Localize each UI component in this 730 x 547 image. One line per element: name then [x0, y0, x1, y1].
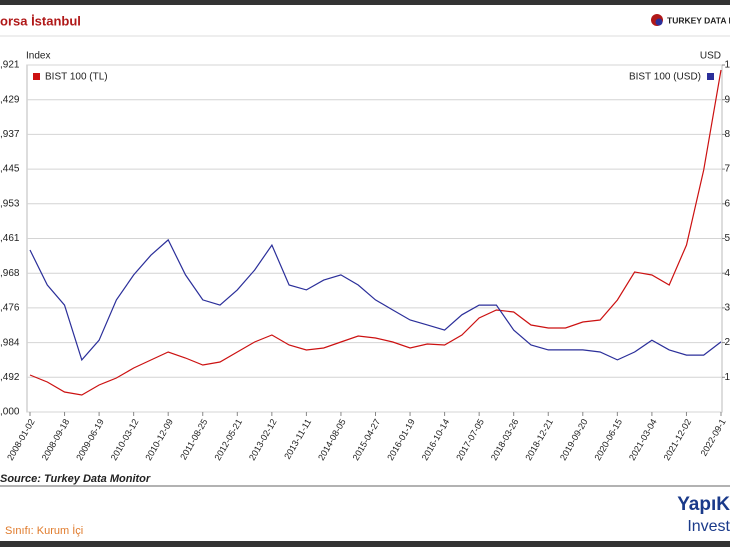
x-tick-label: 2018-12-21 [523, 417, 555, 462]
x-tick-label: 2019-09-20 [558, 417, 590, 462]
y2-tick-label: 2 [724, 337, 730, 348]
y2-tick-label: 4 [724, 268, 730, 279]
y-tick-label: ,429 [0, 94, 20, 105]
y2-tick-label: 7 [724, 164, 730, 175]
x-tick-label: 2018-03-26 [489, 417, 521, 462]
y-axis-label: Index [26, 51, 50, 62]
x-tick-label: 2020-06-15 [592, 417, 624, 462]
y-tick-label: ,953 [0, 198, 20, 209]
x-tick-label: 2013-11-11 [282, 417, 313, 461]
x-tick-label: 2021-03-04 [627, 417, 659, 462]
x-tick-label: 2012-05-21 [212, 417, 244, 462]
legend-label: BIST 100 (USD) [629, 72, 701, 83]
y2-tick-label: 3 [724, 303, 730, 314]
y-tick-label: ,968 [0, 268, 20, 279]
y-tick-label: ,937 [0, 129, 20, 140]
bottom-strip [0, 541, 730, 547]
x-tick-label: 2017-07-05 [454, 417, 486, 462]
y2-tick-label: 5 [724, 233, 730, 244]
x-tick-label: 2022-09-1 [699, 417, 728, 458]
x-tick-label: 2010-03-12 [109, 417, 141, 462]
y2-tick-label: 9 [724, 94, 730, 105]
y2-tick-label: 1 [724, 60, 730, 71]
y-tick-label: ,476 [0, 303, 20, 314]
x-tick-label: 2021-12-02 [662, 417, 694, 462]
x-tick-label: 2011-08-25 [178, 417, 209, 461]
y2-tick-label: 8 [724, 129, 730, 140]
x-tick-label: 2016-01-19 [385, 417, 417, 462]
line-series [29, 69, 722, 396]
y-tick-label: ,000 [0, 407, 20, 418]
x-tick-label: 2016-10-14 [420, 417, 452, 462]
y-tick-label: ,492 [0, 372, 20, 383]
chart-title: orsa İstanbul [0, 13, 81, 28]
x-tick-label: 2013-02-12 [247, 417, 279, 462]
y-tick-label: ,921 [0, 60, 20, 71]
x-tick-label: 2010-12-09 [143, 417, 175, 462]
y2-tick-label: 6 [724, 198, 730, 209]
y2-axis-label: USD [700, 51, 721, 62]
y-tick-label: ,984 [0, 337, 20, 348]
y2-tick-label: 1 [724, 372, 730, 383]
footer-brand: YapıK [677, 494, 730, 515]
line-series [29, 238, 722, 362]
legend-swatch [707, 73, 714, 80]
y-tick-label: ,445 [0, 164, 20, 175]
x-tick-label: 2014-08-05 [316, 417, 348, 462]
source: Source: Turkey Data Monitor [0, 473, 151, 485]
logo-icon [655, 18, 663, 26]
legend-swatch [33, 73, 40, 80]
legend-label: BIST 100 (TL) [45, 72, 108, 83]
top-strip [0, 0, 730, 5]
footer-classification: Sınıfı: Kurum İçi [5, 524, 83, 537]
x-tick-label: 2009-06-19 [74, 417, 106, 462]
x-tick-label: 2008-09-18 [40, 417, 72, 462]
x-tick-label: 2015-04-27 [351, 417, 383, 462]
x-tick-label: 2008-01-02 [5, 417, 37, 462]
logo: TURKEY DATA M [667, 15, 730, 25]
y-tick-label: ,461 [0, 233, 20, 244]
footer-brand-sub: Invest [687, 518, 730, 535]
